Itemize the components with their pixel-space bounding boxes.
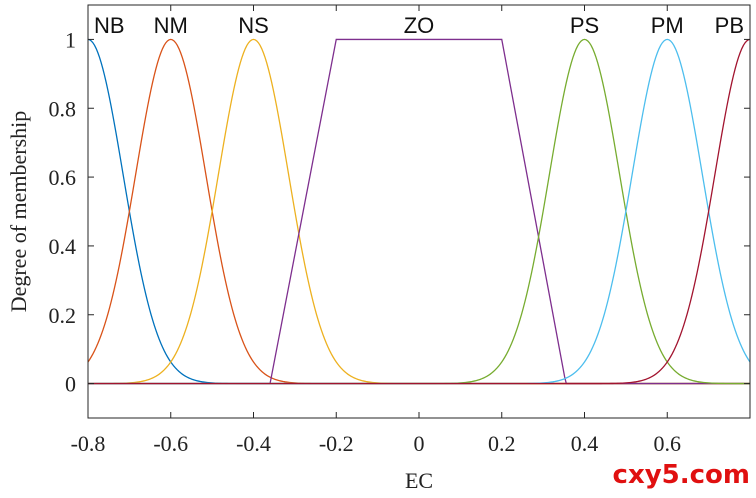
x-tick-label: 0.4 (571, 431, 599, 456)
series-line-ns (88, 38, 750, 385)
series-line-pb (88, 38, 751, 385)
series-line-ps (88, 38, 750, 385)
x-tick-label: -0.6 (153, 431, 188, 456)
x-tick-label: 0 (414, 431, 425, 456)
y-tick-label: 0.2 (49, 303, 77, 328)
series-label-nm: NM (154, 13, 188, 38)
plot-frame (87, 4, 751, 419)
series-line-zo (88, 38, 750, 385)
series-line-nm (87, 38, 750, 385)
x-tick-label: -0.8 (71, 431, 106, 456)
y-tick-label: 0.6 (49, 165, 77, 190)
series-line-nb (87, 38, 750, 385)
watermark-text: cxy5.com (612, 460, 750, 490)
y-tick-label: 0.8 (49, 96, 77, 121)
y-axis-title: Degree of membership (6, 111, 31, 313)
series-line-pm (88, 38, 751, 385)
y-tick-label: 1 (65, 27, 76, 52)
x-tick-label: 0.2 (488, 431, 516, 456)
y-tick-label: 0 (65, 372, 76, 397)
x-tick-label: 0.6 (654, 431, 682, 456)
series-label-nb: NB (94, 13, 125, 38)
series-label-zo: ZO (404, 13, 435, 38)
y-tick-label: 0.4 (49, 234, 77, 259)
series-label-ns: NS (238, 13, 269, 38)
x-tick-label: -0.4 (236, 431, 271, 456)
series-label-pb: PB (715, 13, 744, 38)
x-tick-label: -0.2 (319, 431, 354, 456)
series-label-ps: PS (570, 13, 599, 38)
x-axis-title: EC (405, 468, 433, 493)
series-label-pm: PM (651, 13, 684, 38)
